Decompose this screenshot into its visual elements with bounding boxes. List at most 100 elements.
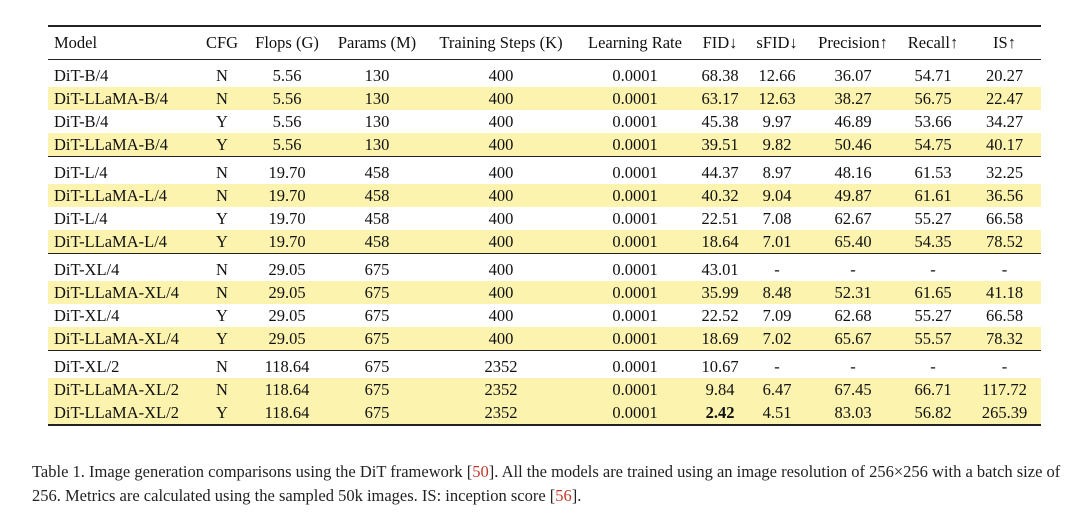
table-cell: 29.05 <box>268 259 306 279</box>
table-cell: 43.01 <box>701 259 739 279</box>
table-cell: 35.99 <box>694 280 746 304</box>
table-cell: 38.27 <box>808 86 898 110</box>
table-cell: 9.97 <box>762 111 792 131</box>
table-cell: 2352 <box>426 400 576 425</box>
table-cell: 10.67 <box>701 356 739 376</box>
table-cell: 34.27 <box>985 111 1024 131</box>
table-cell: 118.64 <box>246 400 328 425</box>
table-cell: 22.51 <box>701 208 739 228</box>
table-cell: N <box>198 183 246 207</box>
header-recall: Recall↑ <box>907 32 959 52</box>
table-cell: 0.0001 <box>576 326 694 350</box>
table-cell: 19.70 <box>268 208 306 228</box>
model-name-cell: DiT-LLaMA-XL/4 <box>48 280 198 304</box>
table-body: DiT-B/4 N 5.56 130 400 0.0001 68.38 12.66 36.07 5… <box>48 59 1041 425</box>
table-row: DiT-LLaMA-XL/4 Y 29.05 675 400 0.0001 18.69 7.0… <box>48 326 1041 350</box>
table-cell: 53.66 <box>914 111 952 131</box>
table-cell: - <box>850 259 856 279</box>
table-cell: 0.0001 <box>612 65 658 85</box>
table-cell: Y <box>198 132 246 156</box>
table-cell: N <box>216 356 228 376</box>
table-cell: - <box>774 356 780 376</box>
table-cell: 118.64 <box>264 356 310 376</box>
table-cell: 55.57 <box>898 326 968 350</box>
header-sfid: sFID↓ <box>756 32 798 52</box>
table-cell: 0.0001 <box>612 259 658 279</box>
model-name-cell: DiT-B/4 <box>54 65 109 85</box>
results-table-container: Model CFG Flops (G) Params (M) Training … <box>48 25 1041 426</box>
table-cell: 0.0001 <box>576 400 694 425</box>
table-row: DiT-LLaMA-XL/4 N 29.05 675 400 0.0001 35.99 8.4… <box>48 280 1041 304</box>
table-cell: 36.07 <box>834 65 872 85</box>
caption-text-3: ]. <box>571 486 582 505</box>
table-cell: 5.56 <box>272 111 302 131</box>
table-row: DiT-XL/2 N 118.64 675 2352 0.0001 10.67 - - - - <box>48 350 1041 378</box>
table-cell: 40.32 <box>694 183 746 207</box>
table-cell: 19.70 <box>268 162 306 182</box>
table-cell: 0.0001 <box>576 132 694 156</box>
table-cell: 400 <box>488 259 514 279</box>
model-name-cell: DiT-L/4 <box>54 162 108 182</box>
table-cell: 66.58 <box>985 305 1024 325</box>
table-caption: Table 1. Image generation comparisons us… <box>32 460 1062 508</box>
table-cell: 48.16 <box>834 162 872 182</box>
model-name-cell: DiT-LLaMA-XL/4 <box>48 326 198 350</box>
table-cell: 55.27 <box>914 208 952 228</box>
table-cell: 0.0001 <box>612 208 658 228</box>
table-cell: 12.63 <box>746 86 808 110</box>
table-row: DiT-XL/4 Y 29.05 675 400 0.0001 22.52 7.09 62.68… <box>48 304 1041 327</box>
model-name-cell: DiT-LLaMA-XL/2 <box>48 377 198 401</box>
table-cell: 458 <box>364 162 390 182</box>
table-cell: 52.31 <box>808 280 898 304</box>
model-name-cell: DiT-XL/4 <box>54 259 120 279</box>
table-cell: 400 <box>426 280 576 304</box>
table-cell: 117.72 <box>968 377 1041 401</box>
table-cell: 130 <box>364 111 390 131</box>
table-cell: Y <box>216 111 228 131</box>
table-cell: 400 <box>488 65 514 85</box>
table-cell: 118.64 <box>246 377 328 401</box>
table-cell: 458 <box>328 229 426 253</box>
table-cell: 39.51 <box>694 132 746 156</box>
table-cell: 78.32 <box>968 326 1041 350</box>
table-cell: 2352 <box>484 356 518 376</box>
header-is: IS↑ <box>993 32 1016 52</box>
model-name-cell: DiT-LLaMA-L/4 <box>48 229 198 253</box>
model-name-cell: DiT-LLaMA-XL/2 <box>48 400 198 425</box>
table-cell: N <box>216 65 228 85</box>
table-cell: - <box>1001 259 1008 279</box>
table-cell: 18.64 <box>694 229 746 253</box>
caption-text-2: ]. All the models are trained using an i… <box>32 462 1061 505</box>
table-cell: 62.68 <box>834 305 872 325</box>
table-cell: 55.27 <box>914 305 952 325</box>
table-cell: 7.08 <box>762 208 792 228</box>
model-name-cell: DiT-L/4 <box>54 208 108 228</box>
table-cell: 265.39 <box>968 400 1041 425</box>
table-cell: 5.56 <box>246 132 328 156</box>
table-cell: 68.38 <box>701 65 739 85</box>
table-cell: 66.71 <box>898 377 968 401</box>
table-cell: 61.65 <box>898 280 968 304</box>
table-cell: 130 <box>328 132 426 156</box>
table-cell: 65.40 <box>808 229 898 253</box>
citation-link-50[interactable]: 50 <box>472 462 489 481</box>
table-cell: 400 <box>426 326 576 350</box>
table-row: DiT-LLaMA-XL/2 N 118.64 675 2352 0.0001 9.84 6.… <box>48 377 1041 401</box>
table-cell: 4.51 <box>746 400 808 425</box>
table-cell: 9.04 <box>746 183 808 207</box>
header-model: Model <box>54 32 98 52</box>
table-cell: - <box>850 356 856 376</box>
table-cell: 0.0001 <box>576 377 694 401</box>
table-cell: N <box>198 377 246 401</box>
table-cell: 2352 <box>426 377 576 401</box>
table-cell: 400 <box>488 162 514 182</box>
citation-link-56[interactable]: 56 <box>555 486 572 505</box>
table-cell: Y <box>198 229 246 253</box>
table-cell: 458 <box>328 183 426 207</box>
table-cell: 18.69 <box>694 326 746 350</box>
table-cell: 32.25 <box>985 162 1024 182</box>
table-header-row: Model CFG Flops (G) Params (M) Training … <box>48 26 1041 59</box>
table-cell: 675 <box>364 305 390 325</box>
table-cell: 40.17 <box>968 132 1041 156</box>
table-cell: Y <box>216 305 228 325</box>
